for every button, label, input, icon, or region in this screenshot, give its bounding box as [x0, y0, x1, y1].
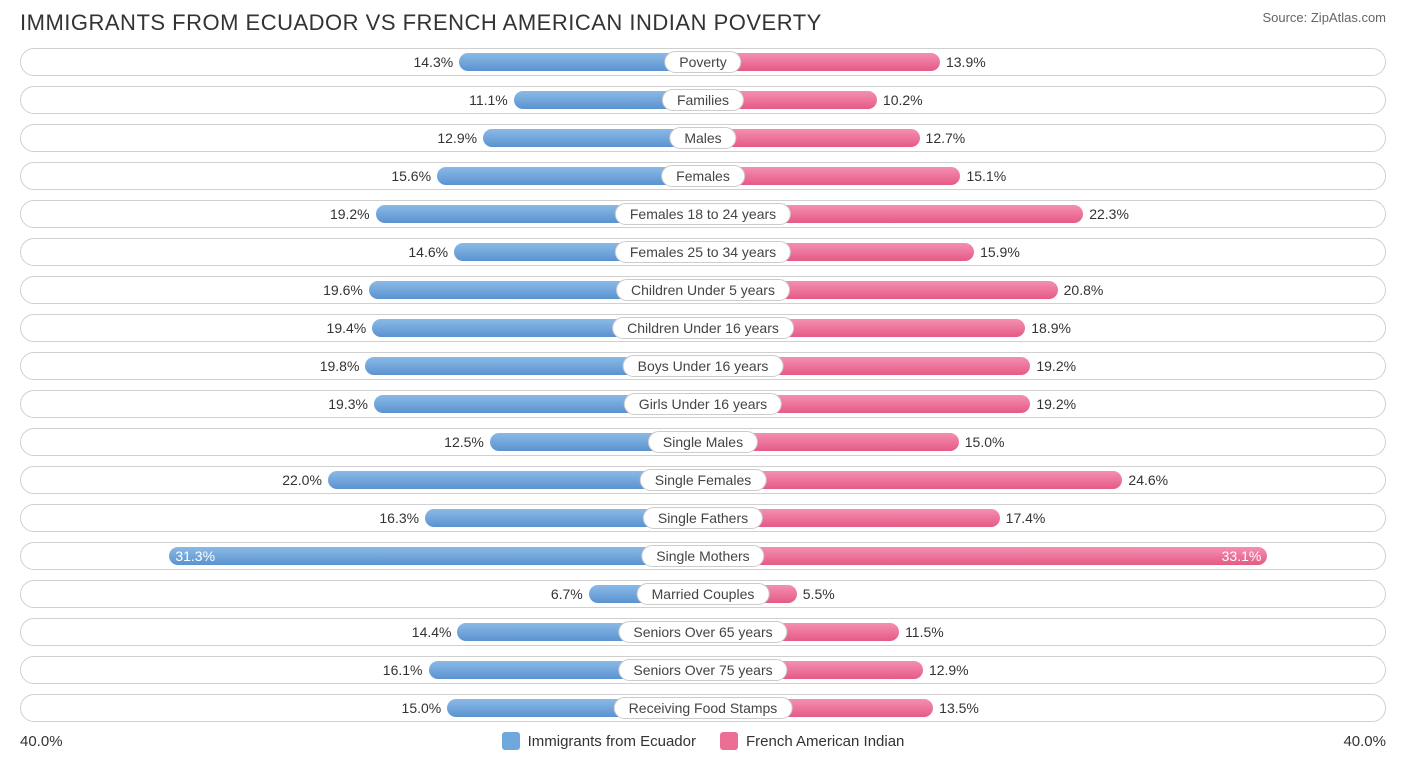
bar-value-right: 20.8% — [1058, 282, 1104, 298]
category-label: Married Couples — [637, 583, 770, 605]
category-label: Children Under 16 years — [612, 317, 794, 339]
category-label: Seniors Over 65 years — [618, 621, 787, 643]
category-label: Males — [669, 127, 736, 149]
bar-value-left: 11.1% — [469, 92, 514, 108]
bar-left: 31.3% — [169, 547, 703, 565]
bar-value-right: 17.4% — [1000, 510, 1046, 526]
legend-swatch-right — [720, 732, 738, 750]
category-label: Single Males — [648, 431, 758, 453]
bar-value-right: 22.3% — [1083, 206, 1129, 222]
bar-value-right: 19.2% — [1030, 396, 1076, 412]
legend: Immigrants from Ecuador French American … — [502, 732, 905, 750]
category-label: Females 18 to 24 years — [615, 203, 791, 225]
category-label: Children Under 5 years — [616, 279, 790, 301]
bar-row: 19.4% 18.9% Children Under 16 years — [20, 314, 1386, 342]
bar-row: 19.3% 19.2% Girls Under 16 years — [20, 390, 1386, 418]
bar-value-left: 19.8% — [320, 358, 366, 374]
bar-value-left: 14.3% — [413, 54, 459, 70]
bar-row: 14.6% 15.9% Females 25 to 34 years — [20, 238, 1386, 266]
category-label: Receiving Food Stamps — [614, 697, 793, 719]
bar-value-right: 15.0% — [959, 434, 1005, 450]
legend-label-right: French American Indian — [746, 733, 904, 750]
bar-row: 14.3% 13.9% Poverty — [20, 48, 1386, 76]
legend-item-left: Immigrants from Ecuador — [502, 732, 696, 750]
bar-value-right: 13.9% — [940, 54, 986, 70]
bar-value-right: 24.6% — [1122, 472, 1168, 488]
chart-title: IMMIGRANTS FROM ECUADOR VS FRENCH AMERIC… — [20, 10, 822, 36]
bar-value-right: 12.7% — [920, 130, 966, 146]
bar-value-left: 14.6% — [408, 244, 454, 260]
bar-row: 12.9% 12.7% Males — [20, 124, 1386, 152]
category-label: Seniors Over 75 years — [618, 659, 787, 681]
category-label: Single Mothers — [641, 545, 764, 567]
bar-value-left: 31.3% — [175, 548, 215, 564]
axis-label-left: 40.0% — [20, 733, 63, 750]
bar-value-left: 12.9% — [437, 130, 483, 146]
bar-row: 19.8% 19.2% Boys Under 16 years — [20, 352, 1386, 380]
bar-row: 19.2% 22.3% Females 18 to 24 years — [20, 200, 1386, 228]
bar-value-left: 16.3% — [379, 510, 425, 526]
chart-source: Source: ZipAtlas.com — [1262, 10, 1386, 25]
bar-row: 15.0% 13.5% Receiving Food Stamps — [20, 694, 1386, 722]
chart-footer: 40.0% Immigrants from Ecuador French Ame… — [20, 732, 1386, 750]
bar-value-right: 33.1% — [1222, 548, 1262, 564]
bar-value-right: 12.9% — [923, 662, 969, 678]
bar-row: 16.1% 12.9% Seniors Over 75 years — [20, 656, 1386, 684]
bar-value-right: 11.5% — [899, 624, 944, 640]
category-label: Poverty — [664, 51, 741, 73]
bar-value-left: 12.5% — [444, 434, 490, 450]
category-label: Single Females — [640, 469, 767, 491]
bar-value-left: 15.0% — [402, 700, 448, 716]
bar-row: 16.3% 17.4% Single Fathers — [20, 504, 1386, 532]
diverging-bar-chart: 14.3% 13.9% Poverty 11.1% 10.2% Families 12.9%… — [20, 48, 1386, 722]
axis-label-right: 40.0% — [1343, 733, 1386, 750]
bar-value-right: 5.5% — [797, 586, 835, 602]
bar-value-right: 19.2% — [1030, 358, 1076, 374]
bar-value-right: 15.1% — [960, 168, 1006, 184]
category-label: Girls Under 16 years — [624, 393, 782, 415]
category-label: Boys Under 16 years — [623, 355, 784, 377]
bar-value-left: 19.4% — [327, 320, 373, 336]
bar-row: 22.0% 24.6% Single Females — [20, 466, 1386, 494]
bar-value-left: 19.6% — [323, 282, 369, 298]
bar-row: 11.1% 10.2% Families — [20, 86, 1386, 114]
chart-header: IMMIGRANTS FROM ECUADOR VS FRENCH AMERIC… — [20, 10, 1386, 36]
category-label: Families — [662, 89, 744, 111]
bar-row: 12.5% 15.0% Single Males — [20, 428, 1386, 456]
bar-value-left: 6.7% — [551, 586, 589, 602]
bar-row: 31.3% 33.1% Single Mothers — [20, 542, 1386, 570]
bar-value-left: 16.1% — [383, 662, 429, 678]
bar-value-right: 10.2% — [877, 92, 923, 108]
legend-swatch-left — [502, 732, 520, 750]
bar-value-right: 13.5% — [933, 700, 979, 716]
category-label: Single Fathers — [643, 507, 763, 529]
category-label: Females 25 to 34 years — [615, 241, 791, 263]
bar-value-left: 14.4% — [412, 624, 458, 640]
bar-row: 15.6% 15.1% Females — [20, 162, 1386, 190]
bar-value-right: 18.9% — [1025, 320, 1071, 336]
category-label: Females — [661, 165, 745, 187]
legend-item-right: French American Indian — [720, 732, 904, 750]
bar-value-left: 22.0% — [282, 472, 328, 488]
legend-label-left: Immigrants from Ecuador — [528, 733, 696, 750]
bar-value-right: 15.9% — [974, 244, 1020, 260]
bar-value-left: 15.6% — [391, 168, 437, 184]
bar-value-left: 19.3% — [328, 396, 374, 412]
bar-value-left: 19.2% — [330, 206, 376, 222]
bar-right: 33.1% — [703, 547, 1267, 565]
bar-row: 19.6% 20.8% Children Under 5 years — [20, 276, 1386, 304]
bar-row: 14.4% 11.5% Seniors Over 65 years — [20, 618, 1386, 646]
bar-row: 6.7% 5.5% Married Couples — [20, 580, 1386, 608]
